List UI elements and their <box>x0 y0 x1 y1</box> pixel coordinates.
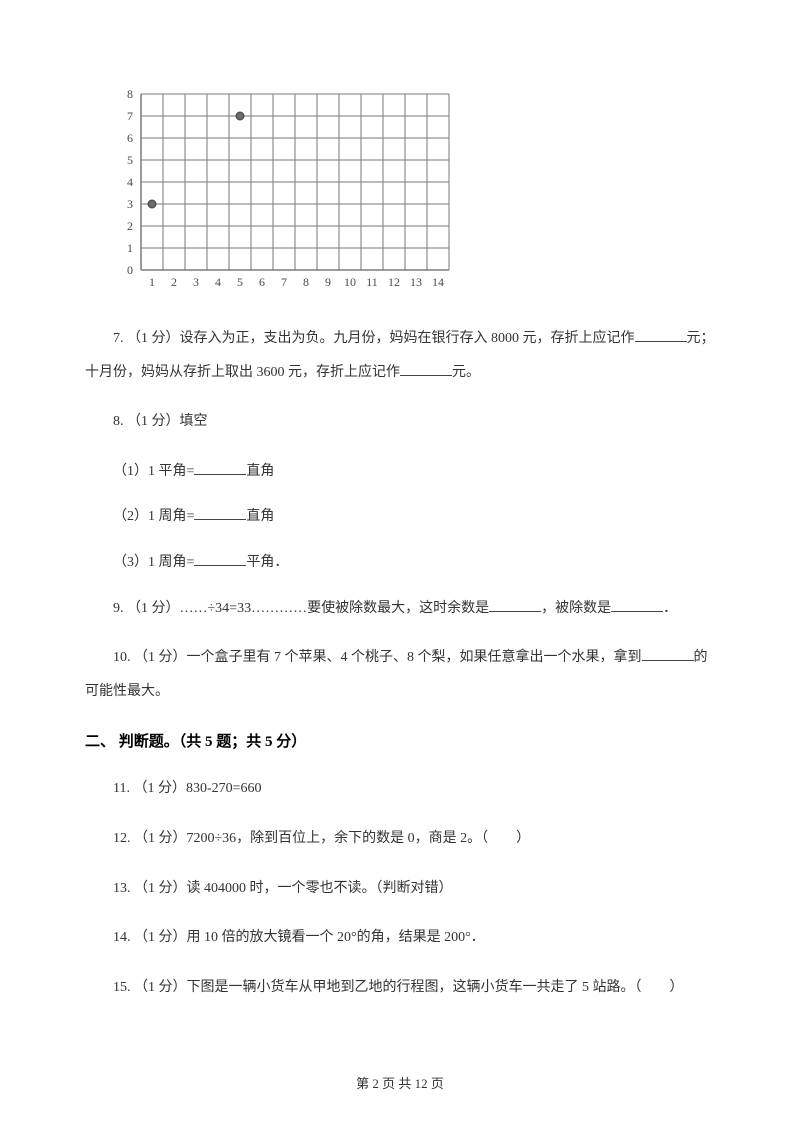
svg-text:0: 0 <box>127 263 133 277</box>
page-footer: 第 2 页 共 12 页 <box>0 1073 800 1092</box>
svg-text:5: 5 <box>127 153 133 167</box>
q7-blank-1 <box>635 328 687 342</box>
q7-unit-1: 元； <box>687 331 715 346</box>
svg-text:7: 7 <box>127 109 133 123</box>
svg-text:2: 2 <box>127 219 133 233</box>
q8-2-blank <box>194 506 246 520</box>
q10-blank <box>642 647 694 661</box>
q8-1-b: 直角 <box>246 464 274 479</box>
question-7: 7. （1 分）设存入为正，支出为负。九月份，妈妈在银行存入 8000 元，存折… <box>85 322 715 389</box>
question-13: 13. （1 分）读 404000 时，一个零也不读。（判断对错） <box>85 872 715 906</box>
svg-text:7: 7 <box>281 275 287 289</box>
q8-1-blank <box>194 461 246 475</box>
svg-text:12: 12 <box>388 275 400 289</box>
svg-text:4: 4 <box>215 275 221 289</box>
svg-text:14: 14 <box>432 275 444 289</box>
question-9: 9. （1 分）……÷34=33…………要使被除数最大，这时余数是 ，被除数是 ． <box>85 592 715 626</box>
q9-blank-2 <box>611 598 663 612</box>
svg-text:3: 3 <box>127 197 133 211</box>
q8-3-b: 平角． <box>246 555 288 570</box>
svg-text:5: 5 <box>237 275 243 289</box>
q9-b: ，被除数是 <box>541 601 611 616</box>
q8-2-a: （2）1 周角= <box>113 509 194 524</box>
grid-chart: 0123456781234567891011121314 <box>105 80 715 292</box>
svg-text:1: 1 <box>127 241 133 255</box>
q8-1-a: （1）1 平角= <box>113 464 194 479</box>
section-2-header: 二、 判断题。（共 5 题；共 5 分） <box>85 730 715 754</box>
q7-unit-2: 元。 <box>452 365 480 380</box>
svg-text:11: 11 <box>366 275 378 289</box>
question-12: 12. （1 分）7200÷36，除到百位上，余下的数是 0，商是 2。（ ） <box>85 822 715 856</box>
svg-text:8: 8 <box>303 275 309 289</box>
svg-text:4: 4 <box>127 175 133 189</box>
chart-svg: 0123456781234567891011121314 <box>105 80 465 292</box>
q7-text-a: 7. （1 分）设存入为正，支出为负。九月份，妈妈在银行存入 8000 元，存折… <box>113 331 635 346</box>
q10-a: 10. （1 分）一个盒子里有 7 个苹果、4 个桃子、8 个梨，如果任意拿出一… <box>113 650 642 665</box>
question-14: 14. （1 分）用 10 倍的放大镜看一个 20°的角，结果是 200°． <box>85 921 715 955</box>
q8-3-a: （3）1 周角= <box>113 555 194 570</box>
question-15: 15. （1 分）下图是一辆小货车从甲地到乙地的行程图，这辆小货车一共走了 5 … <box>85 971 715 1005</box>
q8-3-blank <box>194 552 246 566</box>
q7-text-b: 十月份，妈妈从存折上取出 3600 元，存折上应记作 <box>85 365 400 380</box>
q9-a: 9. （1 分）……÷34=33…………要使被除数最大，这时余数是 <box>113 601 489 616</box>
question-8-head: 8. （1 分）填空 <box>85 405 715 439</box>
svg-text:10: 10 <box>344 275 356 289</box>
question-11: 11. （1 分）830-270=660 <box>85 772 715 806</box>
svg-text:6: 6 <box>127 131 133 145</box>
svg-text:9: 9 <box>325 275 331 289</box>
question-8-1: （1）1 平角= 直角 <box>85 455 715 489</box>
question-8-3: （3）1 周角= 平角． <box>85 546 715 580</box>
q9-c: ． <box>663 601 677 616</box>
q7-blank-2 <box>400 362 452 376</box>
svg-text:13: 13 <box>410 275 422 289</box>
svg-text:8: 8 <box>127 87 133 101</box>
svg-text:3: 3 <box>193 275 199 289</box>
svg-text:2: 2 <box>171 275 177 289</box>
q9-blank-1 <box>489 598 541 612</box>
question-8-2: （2）1 周角= 直角 <box>85 500 715 534</box>
svg-text:1: 1 <box>149 275 155 289</box>
svg-text:6: 6 <box>259 275 265 289</box>
q8-2-b: 直角 <box>246 509 274 524</box>
question-10: 10. （1 分）一个盒子里有 7 个苹果、4 个桃子、8 个梨，如果任意拿出一… <box>85 641 715 708</box>
